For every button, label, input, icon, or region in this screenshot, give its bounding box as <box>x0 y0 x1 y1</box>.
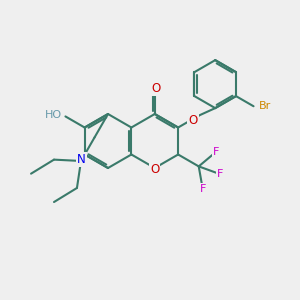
Text: N: N <box>77 153 86 166</box>
Text: F: F <box>213 147 220 157</box>
Text: O: O <box>150 163 159 176</box>
Text: O: O <box>188 114 198 127</box>
Text: HO: HO <box>45 110 62 120</box>
Text: O: O <box>152 82 161 95</box>
Text: F: F <box>200 184 206 194</box>
Text: Br: Br <box>259 101 271 111</box>
Text: F: F <box>217 169 224 179</box>
